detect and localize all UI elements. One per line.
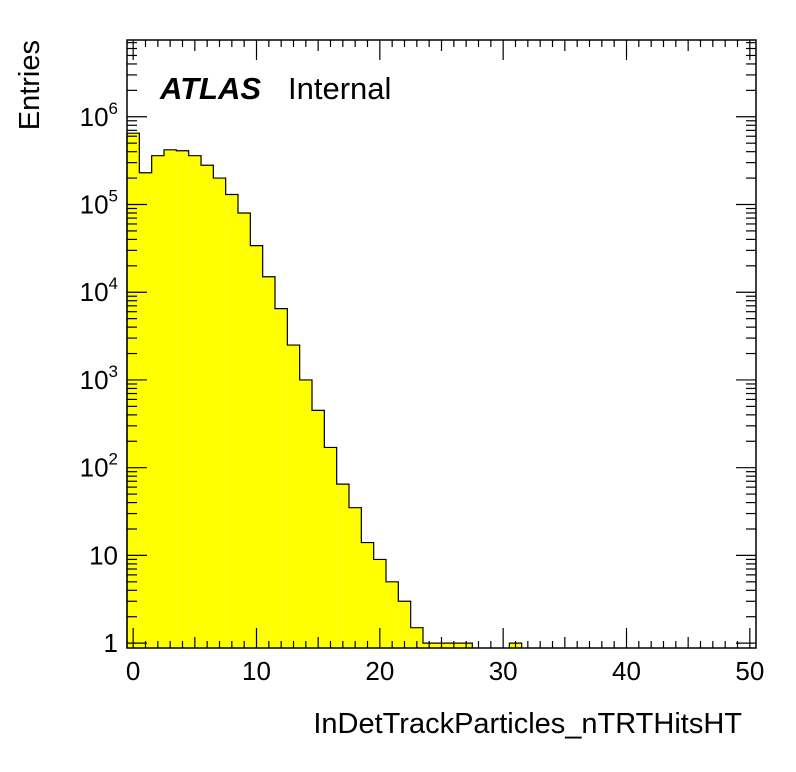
y-axis-label: Entries — [14, 40, 46, 130]
plot-frame — [126, 39, 757, 649]
histogram-bar — [238, 212, 251, 648]
histogram-bars — [127, 133, 522, 649]
histogram-bar — [151, 155, 164, 648]
histogram-bar — [127, 133, 140, 649]
histogram-bar — [324, 447, 337, 648]
histogram-bar — [188, 155, 201, 648]
histogram-bar — [225, 194, 238, 649]
histogram-bar — [373, 559, 386, 648]
x-axis-label: InDetTrackParticles_nTRTHitsHT — [313, 708, 742, 740]
histogram-bar — [410, 627, 423, 648]
histogram-bar — [398, 601, 411, 648]
y-tick-label: 103 — [80, 362, 118, 395]
x-tick-label: 30 — [489, 656, 518, 686]
x-tick-label: 50 — [735, 656, 764, 686]
histogram-bar — [275, 308, 288, 648]
histogram-bar — [287, 345, 300, 648]
chart-subtitle: Internal — [288, 71, 391, 106]
x-tick-label: 10 — [242, 656, 271, 686]
x-tick-labels: 0 10 20 30 40 50 — [126, 656, 764, 686]
y-tick-label: 105 — [80, 186, 118, 219]
histogram-bar — [213, 178, 226, 648]
x-tick-label: 20 — [365, 656, 394, 686]
histogram-bar — [201, 165, 214, 648]
histogram-bar — [361, 542, 374, 648]
y-tick-labels: 1 10 102 103 104 105 106 — [80, 99, 118, 658]
histogram-bar — [312, 410, 325, 648]
y-tick-label: 1 — [104, 628, 118, 658]
y-tick-label: 10 — [89, 540, 118, 570]
histogram-bar — [164, 149, 177, 648]
y-tick-label: 106 — [80, 99, 118, 132]
x-tick-label: 40 — [612, 656, 641, 686]
chart-title: ATLAS — [159, 71, 261, 106]
histogram-bar — [386, 581, 399, 648]
y-tick-label: 104 — [80, 274, 118, 307]
histogram-bar — [299, 379, 312, 648]
histogram-bar — [139, 172, 152, 649]
histogram-bar — [262, 276, 275, 648]
x-tick-label: 0 — [126, 656, 140, 686]
histogram-bar — [176, 150, 189, 648]
histogram-bar — [349, 507, 362, 648]
histogram-bar — [250, 245, 263, 648]
histogram-bar — [336, 484, 349, 648]
y-tick-label: 102 — [80, 450, 118, 483]
axis-ticks — [127, 40, 756, 648]
